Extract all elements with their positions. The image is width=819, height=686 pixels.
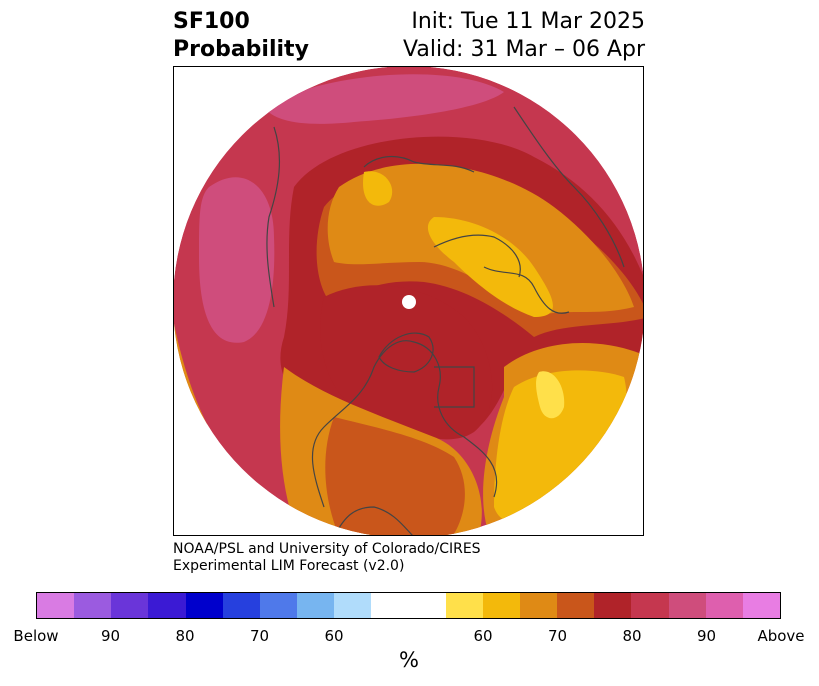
- title-right: Init: Tue 11 Mar 2025 Valid: 31 Mar – 06…: [403, 8, 645, 64]
- colorbar-swatch: [111, 593, 149, 618]
- colorbar-swatch: [520, 593, 558, 618]
- colorbar-swatch: [371, 593, 446, 618]
- colorbar-tick-label: 90: [100, 627, 121, 645]
- coastlines: [266, 106, 625, 535]
- pink-lobe-top: [264, 74, 504, 124]
- colorbar-swatch: [185, 593, 223, 618]
- yellow-core-east: [427, 217, 553, 317]
- colorbar-tick-label: 60: [324, 627, 344, 645]
- colorbar-swatch: [705, 593, 743, 618]
- valid-period: Valid: 31 Mar – 06 Apr: [403, 37, 645, 62]
- colorbar-swatch: [74, 593, 112, 618]
- colorbar-swatch: [259, 593, 298, 618]
- title-variable: SF100: [173, 9, 250, 34]
- colorbar-tick-label: 90: [696, 627, 717, 645]
- colorbar-tick-label: 70: [249, 627, 270, 645]
- credit-line-2: Experimental LIM Forecast (v2.0): [173, 558, 405, 574]
- colorbar-swatch: [668, 593, 706, 618]
- colorbar-swatch: [37, 593, 75, 618]
- colorbar-swatch: [742, 593, 781, 618]
- map-panel: [173, 66, 644, 536]
- colorbar-swatch: [594, 593, 632, 618]
- colorbar-tick-label: 60: [473, 627, 493, 645]
- colorbar-tick-label: 70: [547, 627, 568, 645]
- init-date: Init: Tue 11 Mar 2025: [411, 9, 645, 34]
- colorbar-swatch: [482, 593, 521, 618]
- colorbar-tick-label: 80: [175, 627, 195, 645]
- colorbar: [36, 592, 781, 619]
- title-type: Probability: [173, 37, 309, 62]
- colorbar-swatch: [297, 593, 335, 618]
- colorbar-tick-label: Above: [757, 627, 805, 645]
- credit-text: NOAA/PSL and University of Colorado/CIRE…: [173, 541, 481, 575]
- colorbar-swatch: [334, 593, 372, 618]
- dark-orange-south: [325, 417, 465, 535]
- colorbar-swatch: [631, 593, 669, 618]
- colorbar-tick-label: Below: [13, 627, 59, 645]
- colorbar-swatch: [222, 593, 260, 618]
- yellow-core-south: [494, 370, 627, 523]
- colorbar-tick-label: 80: [622, 627, 642, 645]
- colorbar-swatch: [445, 593, 483, 618]
- pink-lobe-left: [199, 177, 275, 343]
- colorbar-swatch: [148, 593, 186, 618]
- colorbar-swatch: [557, 593, 595, 618]
- credit-line-1: NOAA/PSL and University of Colorado/CIRE…: [173, 541, 481, 557]
- pole-marker: [402, 295, 416, 309]
- probability-map: [174, 67, 643, 535]
- colorbar-unit-label: %: [399, 648, 419, 672]
- title-left: SF100 Probability: [173, 8, 309, 64]
